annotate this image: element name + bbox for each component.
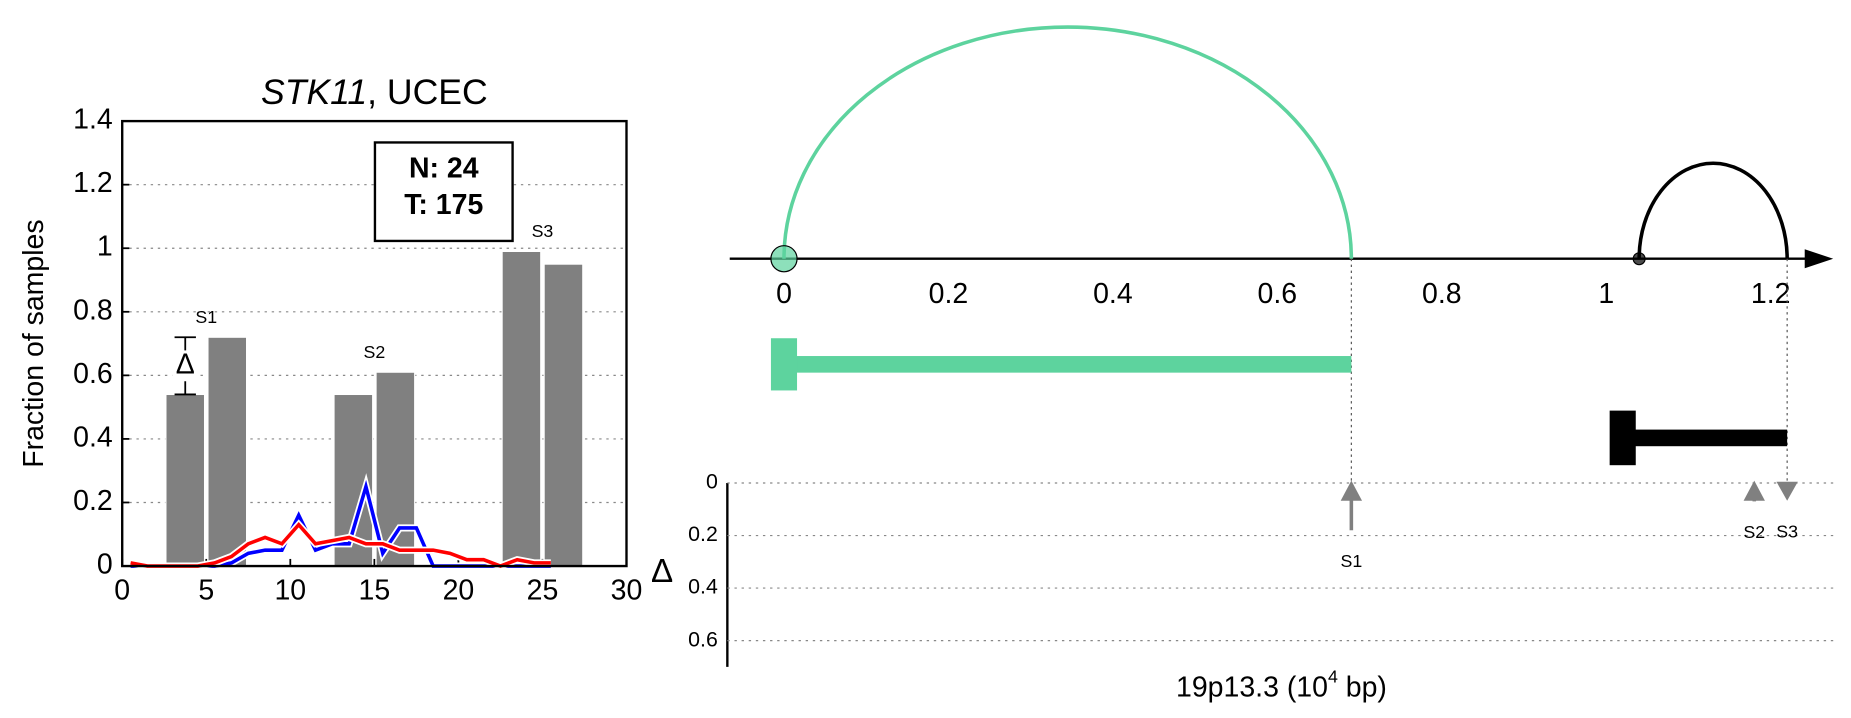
bar xyxy=(165,393,206,567)
x-tick-label: 15 xyxy=(359,575,391,607)
x-tick-label: 0.8 xyxy=(1422,278,1462,310)
gene-start xyxy=(1609,410,1636,466)
x-tick-label: 10 xyxy=(274,575,306,607)
annotation-text: T: 175 xyxy=(404,189,483,221)
gene-body xyxy=(783,356,1352,373)
delta-marker xyxy=(1340,480,1363,501)
gene-start xyxy=(770,338,798,391)
delta-label: S2 xyxy=(1743,522,1765,542)
delta-marker xyxy=(1776,481,1798,501)
x-tick-label: 20 xyxy=(443,575,475,607)
x-tick-label: 25 xyxy=(527,575,559,607)
delta-label-bg xyxy=(172,350,199,382)
x-tick-label: 30 xyxy=(611,575,643,607)
y-tick-label: 0.6 xyxy=(688,627,718,651)
y-tick-label: 0 xyxy=(706,470,718,494)
arc-anchor xyxy=(1632,252,1646,266)
x-tick-label: 1.2 xyxy=(1751,278,1791,310)
y-tick-label: 1 xyxy=(97,231,113,263)
y-tick-label: 0.2 xyxy=(688,522,718,546)
y-tick-label: 0 xyxy=(97,549,113,581)
bar xyxy=(207,336,248,567)
annotation-text: N: 24 xyxy=(409,152,479,184)
title-gene: STK11 xyxy=(261,72,367,112)
y-axis-label: Δ xyxy=(651,553,673,590)
x-label-tail: bp) xyxy=(1338,671,1387,703)
link-arc xyxy=(1637,161,1789,259)
x-tick-label: 0 xyxy=(776,278,792,310)
title-rest: , UCEC xyxy=(367,72,488,112)
y-tick-label: 0.8 xyxy=(73,294,113,326)
chart-title: STK11, UCEC xyxy=(261,72,488,112)
x-tick-label: 0.4 xyxy=(1093,278,1133,310)
plot-frame xyxy=(121,119,628,568)
y-tick-label: 0.6 xyxy=(73,358,113,390)
delta-label: S1 xyxy=(1340,551,1362,571)
gene-body xyxy=(1622,429,1788,447)
x-tick-label: 5 xyxy=(198,575,214,607)
x-tick-label: 1 xyxy=(1598,278,1614,310)
y-tick-label: 0.2 xyxy=(73,485,113,517)
bar xyxy=(501,250,542,567)
x-axis-label: 19p13.3 (104 bp) xyxy=(1176,666,1387,702)
y-tick-label: 0.4 xyxy=(73,421,113,453)
x-tick-label: 0.2 xyxy=(929,278,969,310)
y-tick-label: 1.2 xyxy=(73,167,113,199)
link-arc xyxy=(782,26,1354,259)
x-tick-label: 0.6 xyxy=(1258,278,1298,310)
annotation-box xyxy=(373,141,514,243)
group-label: S2 xyxy=(363,342,385,362)
axis-arrow xyxy=(1804,249,1834,269)
y-tick-label: 0.4 xyxy=(688,575,718,599)
y-tick-label: 1.4 xyxy=(73,104,113,136)
delta-label: Δ xyxy=(176,348,195,380)
x-label-sup: 4 xyxy=(1328,666,1338,686)
bar xyxy=(543,263,584,567)
x-label-main: 19p13.3 (10 xyxy=(1176,671,1328,703)
arc-anchor xyxy=(770,245,798,273)
x-tick-label: 0 xyxy=(114,575,130,607)
delta-marker xyxy=(1743,480,1765,501)
group-label: S1 xyxy=(195,307,217,327)
delta-label: S3 xyxy=(1776,522,1798,542)
group-label: S3 xyxy=(532,221,554,241)
y-axis-label: Fraction of samples xyxy=(18,219,50,467)
